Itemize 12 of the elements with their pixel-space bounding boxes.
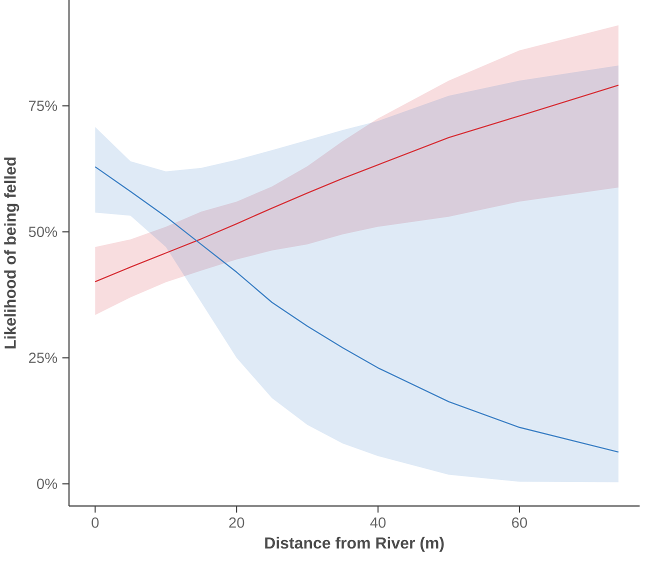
y-tick-label: 25%: [29, 352, 58, 364]
line-series: [94, 84, 620, 282]
x-tick-label: 60: [512, 517, 528, 528]
y-tick-label: 50%: [28, 226, 58, 238]
x-tick-label: 0: [92, 517, 99, 528]
y-tick-label: 0%: [36, 478, 58, 490]
x-axis-title: Distance from River (m): [265, 536, 444, 552]
line-series: [94, 166, 620, 453]
x-tick-label: 20: [229, 517, 244, 528]
x-tick-label: 40: [370, 517, 386, 528]
y-axis-title: Likelihood of being felled: [4, 158, 20, 348]
y-tick-label: 75%: [29, 100, 58, 111]
